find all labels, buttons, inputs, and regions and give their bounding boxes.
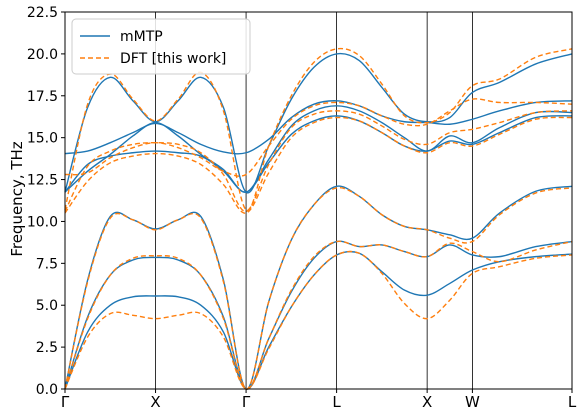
y-tick-label: 20.0	[27, 47, 58, 63]
dft-band-line	[64, 98, 573, 177]
legend-box	[71, 18, 251, 75]
y-tick-label: 15.0	[27, 131, 58, 147]
x-tick-label: W	[465, 393, 480, 409]
high-symmetry-lines	[155, 12, 473, 389]
dft-band-line	[64, 187, 573, 390]
y-tick-label: 5.0	[36, 298, 58, 314]
y-tick-label: 17.5	[27, 89, 58, 105]
axes-frame	[64, 11, 573, 390]
y-axis-ticks: 0.0 2.5 5.0 7.5 10.0 12.5 15.0 17.5 20.0 22.5	[27, 5, 65, 398]
x-tick-label: Γ	[61, 393, 70, 409]
mmtp-band-line	[64, 100, 573, 155]
mmtp-band-line	[64, 115, 573, 193]
legend-label: DFT [this work]	[120, 51, 226, 67]
x-tick-label: X	[150, 393, 160, 409]
y-tick-label: 10.0	[27, 214, 58, 230]
y-tick-label: 22.5	[27, 5, 58, 21]
y-tick-label: 7.5	[36, 256, 58, 272]
mmtp-band-line	[64, 185, 573, 390]
legend: mMTP DFT [this work]	[71, 18, 251, 75]
dft-band-line	[64, 240, 573, 390]
plot-frame	[64, 11, 573, 390]
mmtp-band-line	[64, 52, 573, 194]
x-tick-label: Γ	[242, 393, 251, 409]
dft-band-line	[64, 250, 573, 390]
x-tick-label: X	[422, 393, 432, 409]
band-lines	[64, 47, 573, 390]
legend-label: mMTP	[120, 29, 163, 45]
y-tick-label: 2.5	[36, 340, 58, 356]
mmtp-band-line	[64, 240, 573, 390]
y-tick-label: 12.5	[27, 173, 58, 189]
x-tick-label: L	[568, 393, 577, 409]
y-tick-label: 0.0	[36, 382, 58, 398]
x-tick-label: L	[332, 393, 341, 409]
dft-band-line	[64, 110, 573, 213]
y-axis-label: Frequency, THz	[8, 141, 26, 256]
mmtp-band-line	[64, 250, 573, 390]
dft-band-line	[64, 47, 573, 211]
